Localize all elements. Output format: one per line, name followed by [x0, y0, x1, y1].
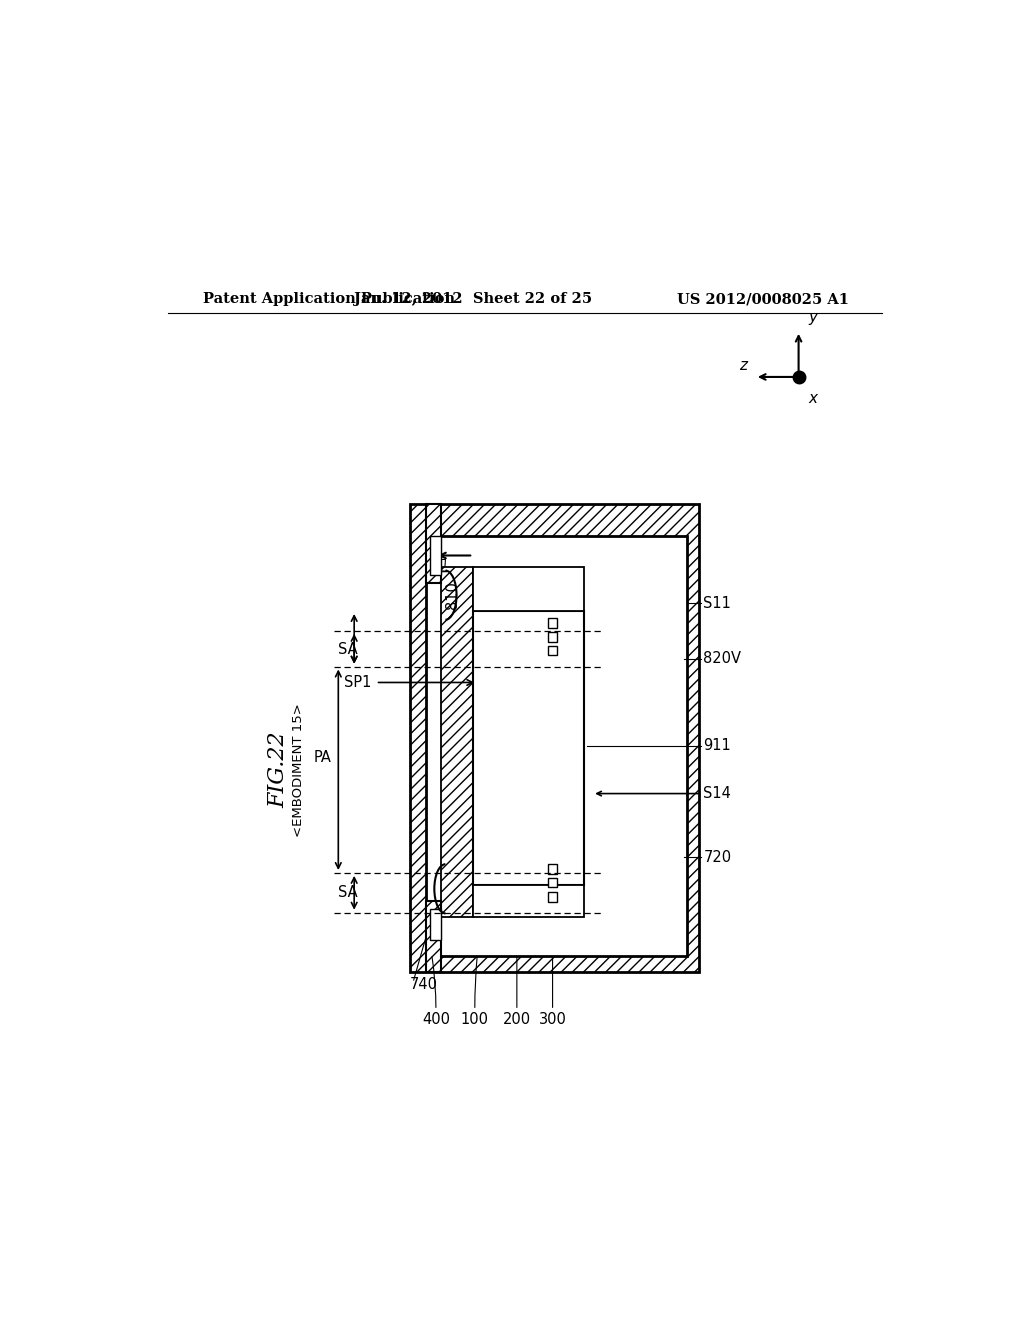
Bar — [430, 908, 441, 940]
Text: 720: 720 — [703, 850, 731, 865]
Bar — [441, 568, 473, 916]
Text: 100: 100 — [461, 1012, 488, 1027]
Text: Jan. 12, 2012  Sheet 22 of 25: Jan. 12, 2012 Sheet 22 of 25 — [354, 292, 592, 306]
Text: 300: 300 — [539, 1012, 566, 1027]
Text: S14: S14 — [703, 787, 731, 801]
Bar — [548, 878, 557, 887]
Text: 911: 911 — [703, 738, 731, 754]
Text: <EMBODIMENT 15>: <EMBODIMENT 15> — [292, 702, 305, 837]
Bar — [430, 536, 441, 576]
Text: x: x — [808, 391, 817, 407]
Text: US 2012/0008025 A1: US 2012/0008025 A1 — [677, 292, 849, 306]
Bar — [548, 632, 557, 642]
Bar — [441, 568, 585, 916]
Text: 810: 810 — [445, 581, 461, 609]
Bar — [548, 892, 557, 902]
Bar — [473, 884, 585, 916]
Text: SA: SA — [338, 886, 357, 900]
Bar — [473, 568, 585, 611]
Bar — [426, 900, 441, 972]
Text: SA: SA — [338, 642, 357, 656]
Bar — [410, 504, 699, 972]
Text: S11: S11 — [703, 595, 731, 611]
Text: 200: 200 — [503, 1012, 530, 1027]
Text: 820V: 820V — [703, 651, 741, 667]
Text: 740: 740 — [410, 977, 437, 991]
Bar — [426, 536, 687, 956]
Bar — [548, 645, 557, 656]
Text: FIG.22: FIG.22 — [268, 731, 290, 808]
Text: 400: 400 — [422, 1012, 450, 1027]
Text: z: z — [739, 358, 748, 374]
Text: Patent Application Publication: Patent Application Publication — [204, 292, 456, 306]
Text: SP1: SP1 — [344, 675, 372, 690]
Text: PA: PA — [313, 750, 332, 766]
Bar — [426, 504, 441, 583]
Text: y: y — [808, 310, 817, 325]
Bar — [548, 865, 557, 874]
Bar — [548, 618, 557, 628]
Bar — [473, 611, 585, 884]
